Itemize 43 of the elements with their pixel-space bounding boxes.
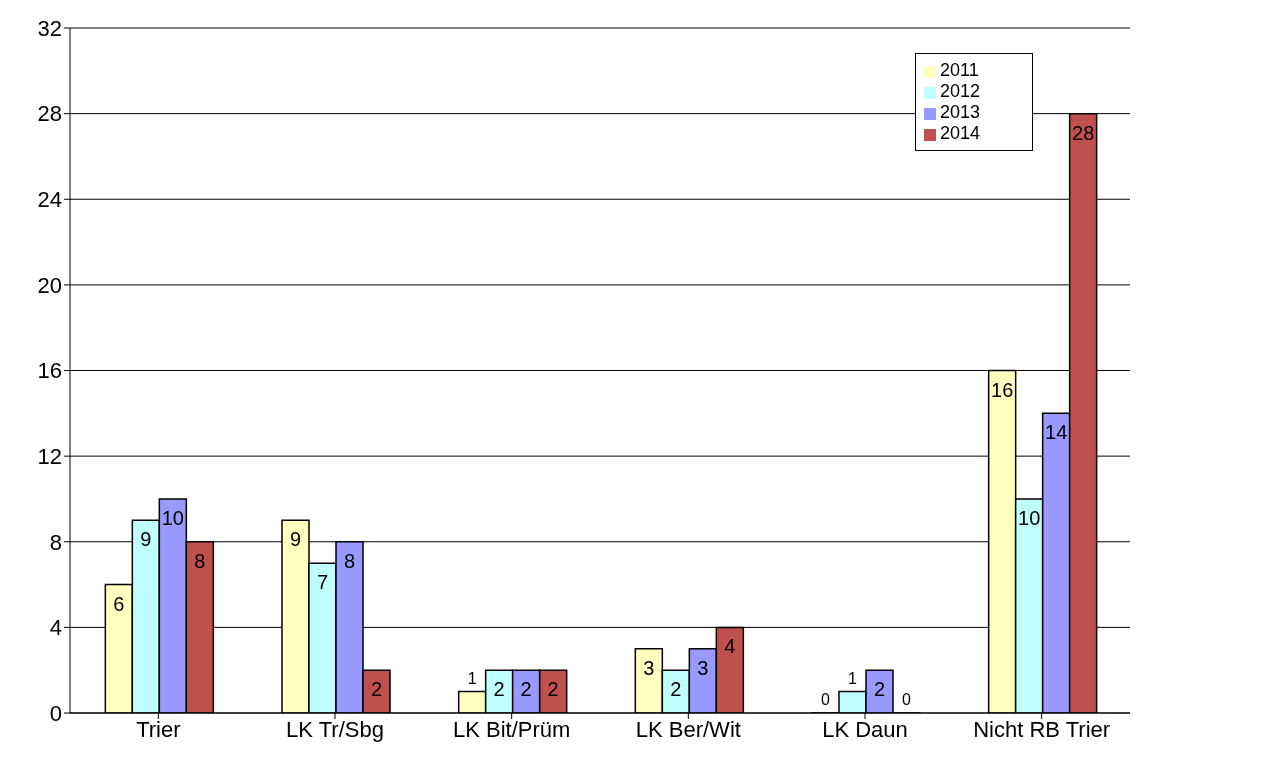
data-label: 0: [902, 690, 912, 708]
legend-label: 2012: [940, 81, 981, 101]
x-tick-label: LK Bit/Prüm: [452, 716, 571, 742]
data-label: 10: [161, 506, 184, 529]
data-label: 2: [873, 678, 886, 701]
y-tick-label: 16: [37, 358, 62, 384]
data-label: 2: [370, 678, 383, 701]
data-label: 14: [1045, 421, 1068, 444]
data-label: 28: [1072, 121, 1095, 144]
data-label: 1: [467, 669, 477, 687]
data-label: 9: [140, 528, 152, 551]
y-tick-label: 28: [37, 101, 62, 127]
x-tick-label: LK Ber/Wit: [635, 716, 741, 742]
data-label: 10: [1018, 506, 1041, 529]
y-tick-label: 4: [49, 615, 62, 641]
data-label: 8: [343, 549, 356, 572]
y-tick-label: 32: [37, 15, 62, 41]
y-tick-label: 8: [49, 529, 62, 555]
data-label: 0: [821, 690, 831, 708]
x-tick-label: Nicht RB Trier: [973, 716, 1111, 742]
data-label: 2: [520, 678, 532, 701]
data-label: 6: [113, 592, 125, 615]
data-label: 2: [670, 678, 682, 701]
x-tick-label: Trier: [136, 716, 181, 742]
data-label: 2: [493, 678, 505, 701]
legend-label: 2011: [940, 60, 979, 80]
data-label: 3: [697, 656, 709, 679]
x-tick-label: LK Daun: [822, 716, 908, 742]
x-tick-label: LK Tr/Sbg: [286, 716, 384, 742]
y-tick-label: 24: [37, 187, 62, 213]
data-label: 3: [643, 656, 655, 679]
data-label: 8: [194, 549, 206, 572]
legend-label: 2013: [940, 102, 981, 122]
y-tick-label: 20: [37, 272, 62, 298]
data-label: 2: [547, 678, 559, 701]
data-label: 9: [289, 528, 302, 551]
y-tick-label: 0: [49, 700, 62, 726]
data-label: 1: [848, 669, 858, 687]
data-label: 4: [724, 635, 736, 658]
data-label: 7: [316, 571, 329, 594]
y-tick-label: 12: [37, 443, 62, 469]
data-label: 16: [991, 378, 1014, 401]
legend-label: 2014: [940, 123, 981, 143]
